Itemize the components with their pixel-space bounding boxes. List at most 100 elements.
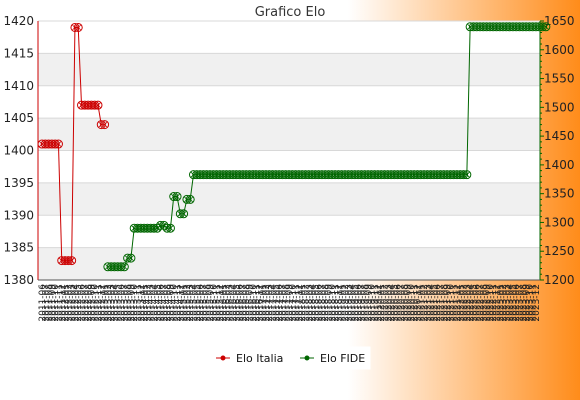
- x-tick-label: 2017-11: [292, 284, 302, 322]
- x-tick-label: 2018-02: [301, 284, 311, 322]
- data-point: [360, 170, 370, 180]
- x-tick-label: 2012-07: [81, 284, 91, 322]
- data-point: [165, 223, 175, 233]
- data-point: [175, 209, 185, 219]
- x-tick-label: 2014-01: [140, 284, 150, 322]
- x-tick-label: 2020-06: [394, 284, 404, 322]
- legend-item-elo-fide[interactable]: Elo FIDE: [300, 352, 365, 365]
- x-tick-label: 2021-01: [417, 284, 427, 322]
- x-tick-label: 2013-10: [130, 284, 140, 322]
- data-point: [300, 170, 310, 180]
- data-point: [320, 170, 330, 180]
- grid-band: [38, 53, 540, 86]
- x-tick-label: 2016-10: [249, 284, 259, 322]
- data-point: [373, 170, 383, 180]
- x-tick-label: 2012-11: [94, 284, 104, 322]
- data-point: [412, 170, 422, 180]
- y-left-tick-label: 1395: [3, 176, 34, 190]
- data-point: [475, 22, 485, 32]
- legend[interactable]: Elo Italia Elo FIDE: [207, 346, 371, 370]
- x-tick-label: 2019-03: [344, 284, 354, 322]
- x-tick-label: 2017-07: [278, 284, 288, 322]
- x-tick-label: 2015-05: [193, 284, 203, 322]
- data-point: [518, 22, 528, 32]
- x-tick-label: 2012-08: [84, 284, 94, 322]
- y-left-tick-label: 1415: [3, 46, 34, 60]
- data-point: [136, 223, 146, 233]
- x-tick-label: 2021-05: [430, 284, 440, 322]
- data-point: [109, 262, 119, 272]
- data-point: [426, 170, 436, 180]
- data-point: [449, 170, 459, 180]
- data-point: [202, 170, 212, 180]
- x-tick-label: 2016-02: [222, 284, 232, 322]
- x-tick-label: 2013-09: [127, 284, 137, 322]
- x-tick-label: 2018-01: [298, 284, 308, 322]
- data-point: [429, 170, 439, 180]
- y-left-tick-label: 1385: [3, 241, 34, 255]
- data-point: [274, 170, 284, 180]
- x-tick-label: 2020-10: [407, 284, 417, 322]
- data-point: [277, 170, 287, 180]
- x-tick-label: 2014-04: [150, 284, 160, 322]
- x-tick-label: 2022-05: [469, 284, 479, 322]
- data-point: [491, 22, 501, 32]
- data-point: [123, 253, 133, 263]
- data-point: [501, 22, 511, 32]
- x-tick-label: 2023-08: [519, 284, 529, 322]
- x-tick-label: 2021-06: [433, 284, 443, 322]
- x-tick-label: 2018-07: [318, 284, 328, 322]
- data-point: [73, 22, 83, 32]
- x-tick-label: 2014-02: [143, 284, 153, 322]
- x-tick-label: 2015-03: [186, 284, 196, 322]
- data-point: [63, 256, 73, 266]
- legend-box: [207, 346, 371, 370]
- x-tick-label: 2015-12: [216, 284, 226, 322]
- x-tick-label: 2023-04: [506, 284, 516, 322]
- data-point: [129, 223, 139, 233]
- x-tick-label: 2014-10: [170, 284, 180, 322]
- data-point: [350, 170, 360, 180]
- x-tick-label: 2019-04: [348, 284, 358, 322]
- x-tick-label: 2023-07: [516, 284, 526, 322]
- axes: 1380 1385 1390 1395 1400 1405 1410 1415 1420 1200…: [3, 14, 574, 322]
- data-point: [393, 170, 403, 180]
- data-point: [261, 170, 271, 180]
- x-tick-label: 2017-10: [288, 284, 298, 322]
- data-point: [327, 170, 337, 180]
- x-tick-label: 2015-07: [199, 284, 209, 322]
- x-tick-label: 2017-02: [262, 284, 272, 322]
- y-right-tick-label: 1200: [544, 273, 575, 287]
- x-tick-label: 2014-03: [147, 284, 157, 322]
- data-point: [251, 170, 261, 180]
- x-tick-label: 2018-08: [321, 284, 331, 322]
- x-tick-label: 2011-10: [51, 284, 61, 322]
- x-tick-label: 2011-11: [54, 284, 64, 322]
- data-point-mark: [121, 263, 128, 270]
- y-left-tick-label: 1410: [3, 79, 34, 93]
- data-point-mark: [187, 196, 193, 203]
- x-tick-label: 2020-03: [384, 284, 394, 322]
- x-tick-label: 2018-03: [305, 284, 315, 322]
- data-point: [113, 262, 123, 272]
- data-point: [294, 170, 304, 180]
- x-tick-label: 2016-04: [229, 284, 239, 322]
- data-point: [403, 170, 413, 180]
- data-point: [521, 22, 531, 32]
- data-point-mark: [95, 102, 101, 108]
- data-point: [133, 223, 143, 233]
- x-tick-label: 2020-12: [413, 284, 423, 322]
- x-tick-label: 2023-10: [525, 284, 535, 322]
- data-point: [44, 139, 54, 149]
- data-point: [422, 170, 432, 180]
- data-point: [83, 100, 93, 110]
- y-right-tick-label: 1300: [544, 215, 575, 229]
- y-right-tick-label: 1500: [544, 100, 575, 114]
- x-tick-label: 2019-09: [364, 284, 374, 322]
- data-point: [314, 170, 324, 180]
- x-tick-label: 2021-04: [427, 284, 437, 322]
- data-point: [445, 170, 455, 180]
- legend-item-elo-italia[interactable]: Elo Italia: [216, 352, 283, 365]
- y-left-tick-label: 1405: [3, 111, 34, 125]
- data-point: [419, 170, 429, 180]
